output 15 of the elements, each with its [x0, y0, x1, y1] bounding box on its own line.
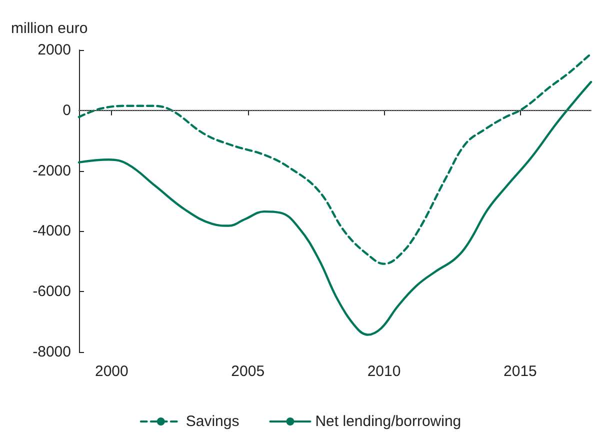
x-tick-label: 2010	[367, 363, 401, 380]
line-series	[78, 52, 592, 265]
y-tick-label: -8000	[32, 344, 71, 360]
legend-label: Net lending/borrowing	[315, 413, 462, 430]
line-series	[78, 80, 592, 336]
y-axis-title: million euro	[11, 20, 88, 37]
x-tick-label: 2000	[94, 363, 128, 380]
y-tick-label: -6000	[32, 283, 71, 300]
legend-label: Savings	[186, 413, 240, 430]
y-tick-label: -4000	[32, 222, 71, 240]
y-tick-label: -2000	[32, 162, 71, 180]
y-tick-label: 2000	[38, 42, 71, 58]
x-tick-label: 2005	[231, 363, 265, 380]
x-tick-label: 2015	[504, 363, 537, 380]
y-tick-label: 0	[62, 102, 71, 119]
